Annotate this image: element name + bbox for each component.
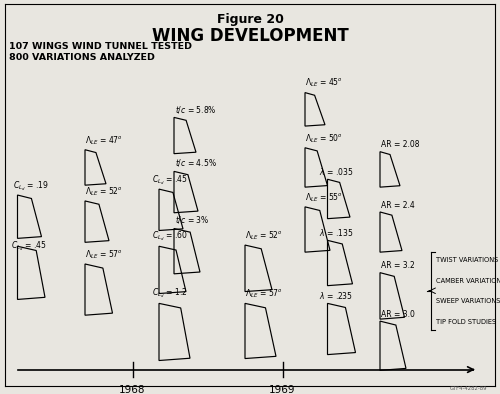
- Text: CAMBER VARIATIONS: CAMBER VARIATIONS: [436, 277, 500, 284]
- Text: WING DEVELOPMENT: WING DEVELOPMENT: [152, 27, 348, 45]
- Text: TWIST VARIATIONS: TWIST VARIATIONS: [436, 257, 498, 263]
- Text: Figure 20: Figure 20: [216, 13, 284, 26]
- Text: GTF4-4282-89: GTF4-4282-89: [450, 386, 488, 391]
- Text: $t/c$ = 3%: $t/c$ = 3%: [175, 214, 210, 225]
- Text: AR = 2.08: AR = 2.08: [381, 140, 420, 149]
- Text: 107 WINGS WIND TUNNEL TESTED: 107 WINGS WIND TUNNEL TESTED: [9, 42, 192, 51]
- Text: SWEEP VARIATIONS: SWEEP VARIATIONS: [436, 298, 500, 304]
- Text: $C_{L_d}$ = .19: $C_{L_d}$ = .19: [13, 180, 49, 193]
- Text: $\Lambda_{LE}$ = 52$^o$: $\Lambda_{LE}$ = 52$^o$: [85, 185, 123, 198]
- Text: $\Lambda_{LE}$ = 52$^o$: $\Lambda_{LE}$ = 52$^o$: [245, 230, 283, 242]
- Text: 800 VARIATIONS ANALYZED: 800 VARIATIONS ANALYZED: [9, 53, 155, 62]
- Text: $t/c$ = 5.8%: $t/c$ = 5.8%: [175, 104, 216, 115]
- Text: TIP FOLD STUDIES: TIP FOLD STUDIES: [436, 318, 496, 325]
- Text: AR = 3.2: AR = 3.2: [381, 261, 415, 270]
- Text: $\lambda$ = .135: $\lambda$ = .135: [319, 227, 354, 238]
- Text: $C_{L_d}$ = 1.2: $C_{L_d}$ = 1.2: [152, 287, 186, 300]
- Text: 1969: 1969: [269, 385, 296, 394]
- Text: $\lambda$ = .035: $\lambda$ = .035: [319, 166, 354, 177]
- Text: $\Lambda_{LE}$ = 57$^o$: $\Lambda_{LE}$ = 57$^o$: [245, 288, 282, 300]
- Text: $C_{L_d}$ = .60: $C_{L_d}$ = .60: [152, 230, 188, 243]
- Text: $\lambda$ = .235: $\lambda$ = .235: [319, 290, 353, 301]
- Text: $t/c$ = 4.5%: $t/c$ = 4.5%: [175, 157, 217, 168]
- Text: AR = 3.0: AR = 3.0: [381, 310, 415, 319]
- Text: $\Lambda_{LE}$ = 50$^o$: $\Lambda_{LE}$ = 50$^o$: [305, 132, 343, 145]
- Text: $\Lambda_{LE}$ = 55$^o$: $\Lambda_{LE}$ = 55$^o$: [305, 191, 343, 204]
- Text: $C_{L_d}$ = .45: $C_{L_d}$ = .45: [11, 240, 47, 253]
- Text: $\Lambda_{LE}$ = 47$^o$: $\Lambda_{LE}$ = 47$^o$: [85, 134, 123, 147]
- Text: 1968: 1968: [120, 385, 146, 394]
- Text: $\Lambda_{LE}$ = 45$^o$: $\Lambda_{LE}$ = 45$^o$: [305, 77, 343, 89]
- Text: AR = 2.4: AR = 2.4: [381, 201, 415, 210]
- Text: $\Lambda_{LE}$ = 57$^o$: $\Lambda_{LE}$ = 57$^o$: [85, 248, 122, 261]
- Text: $C_{L_d}$ = .45: $C_{L_d}$ = .45: [152, 173, 188, 187]
